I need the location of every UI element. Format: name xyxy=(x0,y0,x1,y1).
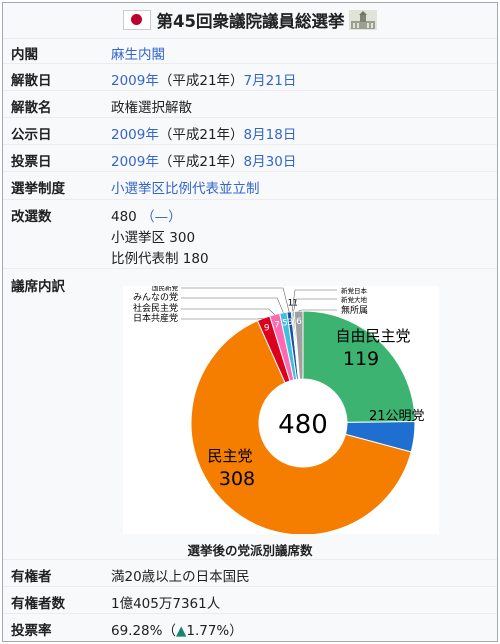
infobox-title: 第45回衆議院議員総選挙 xyxy=(3,3,497,37)
announce-date-label: 公示日 xyxy=(11,127,52,143)
system-label: 選挙制度 xyxy=(11,181,65,197)
seats-label: 改選数 xyxy=(11,209,52,225)
vote-date-label: 投票日 xyxy=(11,154,52,170)
legend-label-8: 新党日本 xyxy=(341,286,368,295)
turnout-percent: 69.28% xyxy=(111,623,163,639)
seats-change: （—） xyxy=(141,209,182,225)
value-label-9: 1 xyxy=(292,298,298,308)
leader-line-5 xyxy=(181,308,275,315)
announce-era: （平成21年） xyxy=(158,127,244,143)
row-turnout: 投票率 69.28%（▲1.77%） xyxy=(3,613,497,641)
row-voters: 有権者 満20歳以上の日本国民 xyxy=(3,559,497,586)
dissolution-year-link[interactable]: 2009年 xyxy=(111,73,159,89)
leader-line-9 xyxy=(293,298,337,312)
row-cabinet: 内閣 麻生内閣 xyxy=(3,38,497,63)
legend-label-10: 無所属 xyxy=(341,304,368,316)
seats-single-member: 小選挙区 300 xyxy=(111,230,196,246)
seats-proportional: 比例代表制 180 xyxy=(111,251,209,267)
legend-label-6: みんなの党 xyxy=(133,291,178,303)
row-voter-count: 有権者数 1億405万7361人 xyxy=(3,586,497,613)
announce-year-link[interactable]: 2009年 xyxy=(111,127,159,143)
vote-era: （平成21年） xyxy=(158,154,244,170)
seats-value: 480 （—） xyxy=(111,205,182,225)
system-link[interactable]: 小選挙区比例代表並立制 xyxy=(111,181,260,197)
value-label-4: 9 xyxy=(264,324,270,334)
row-dissolution-date: 解散日 2009年（平成21年）7月21日 xyxy=(3,63,497,90)
leader-line-6 xyxy=(181,297,284,313)
japan-flag-icon xyxy=(122,10,151,30)
seat-composition-chart: 480 自由民主党 119 21公明党 民主党 308 9 7 5 3 6 1 1 国民新党 みんなの党 社会… xyxy=(123,283,439,536)
value-label-8: 1 xyxy=(288,299,294,309)
announce-day-link[interactable]: 8月18日 xyxy=(243,127,297,143)
leader-line-10 xyxy=(298,309,337,312)
announce-date-value: 2009年（平成21年）8月18日 xyxy=(111,123,296,143)
label-ldp-name: 自由民主党 xyxy=(335,327,410,345)
label-komeito: 21公明党 xyxy=(369,409,425,424)
turnout-change: 1.77% xyxy=(186,623,230,639)
diet-building-icon xyxy=(349,10,378,30)
composition-label: 議席内訳 xyxy=(11,279,65,295)
label-dpj-value: 308 xyxy=(219,468,255,490)
slice-10 xyxy=(293,310,304,380)
voter-count-label: 有権者数 xyxy=(11,596,65,612)
turnout-paren-open: （ xyxy=(162,623,176,639)
dissolution-date-value: 2009年（平成21年）7月21日 xyxy=(111,69,296,89)
up-arrow-icon: ▲ xyxy=(175,623,187,639)
turnout-paren-close: ） xyxy=(229,623,243,639)
row-vote-date: 投票日 2009年（平成21年）8月30日 xyxy=(3,144,497,171)
legend-label-9: 新党大地 xyxy=(341,295,368,304)
center-total-label: 480 xyxy=(278,410,328,440)
dissolution-date-label: 解散日 xyxy=(11,73,52,89)
voters-value: 満20歳以上の日本国民 xyxy=(111,569,250,585)
vote-day-link[interactable]: 8月30日 xyxy=(243,154,297,170)
row-system: 選挙制度 小選挙区比例代表並立制 xyxy=(3,171,497,199)
cabinet-link[interactable]: 麻生内閣 xyxy=(111,47,165,63)
value-label-5: 7 xyxy=(274,320,280,330)
leader-line-7 xyxy=(181,287,290,312)
slice-1 xyxy=(302,310,416,423)
vote-year-link[interactable]: 2009年 xyxy=(111,154,159,170)
slice-3 xyxy=(190,320,412,536)
value-label-10: 6 xyxy=(296,317,302,327)
label-ldp-value: 119 xyxy=(343,348,379,370)
leader-line-8 xyxy=(291,289,337,312)
turnout-label: 投票率 xyxy=(11,623,52,639)
dissolution-day-link[interactable]: 7月21日 xyxy=(243,73,297,89)
voter-count-value: 1億405万7361人 xyxy=(111,596,221,612)
dissolution-name-value: 政権選択解散 xyxy=(111,100,192,116)
label-dpj-name: 民主党 xyxy=(207,447,252,465)
row-seats: 改選数 480 （—） 小選挙区 300 比例代表制 180 xyxy=(3,199,497,268)
legend-label-4: 日本共産党 xyxy=(133,312,178,324)
row-composition: 議席内訳 xyxy=(3,268,497,559)
dissolution-era: （平成21年） xyxy=(158,73,244,89)
row-dissolution-name: 解散名 政権選択解散 xyxy=(3,90,497,117)
dissolution-name-label: 解散名 xyxy=(11,100,52,116)
legend-label-7: 国民新党 xyxy=(152,286,179,292)
seats-total: 480 xyxy=(111,209,137,225)
vote-date-value: 2009年（平成21年）8月30日 xyxy=(111,150,296,170)
value-label-7: 3 xyxy=(287,318,293,328)
value-label-6: 5 xyxy=(282,319,288,329)
row-announce-date: 公示日 2009年（平成21年）8月18日 xyxy=(3,117,497,144)
election-title: 第45回衆議院議員総選挙 xyxy=(156,12,345,31)
leader-line-4 xyxy=(181,317,264,320)
chart-caption: 選挙後の党派別議席数 xyxy=(187,543,313,558)
turnout-value: 69.28%（▲1.77%） xyxy=(111,619,243,639)
voters-label: 有権者 xyxy=(11,569,52,585)
legend-label-5: 社会民主党 xyxy=(133,302,178,314)
cabinet-label: 内閣 xyxy=(11,47,38,63)
